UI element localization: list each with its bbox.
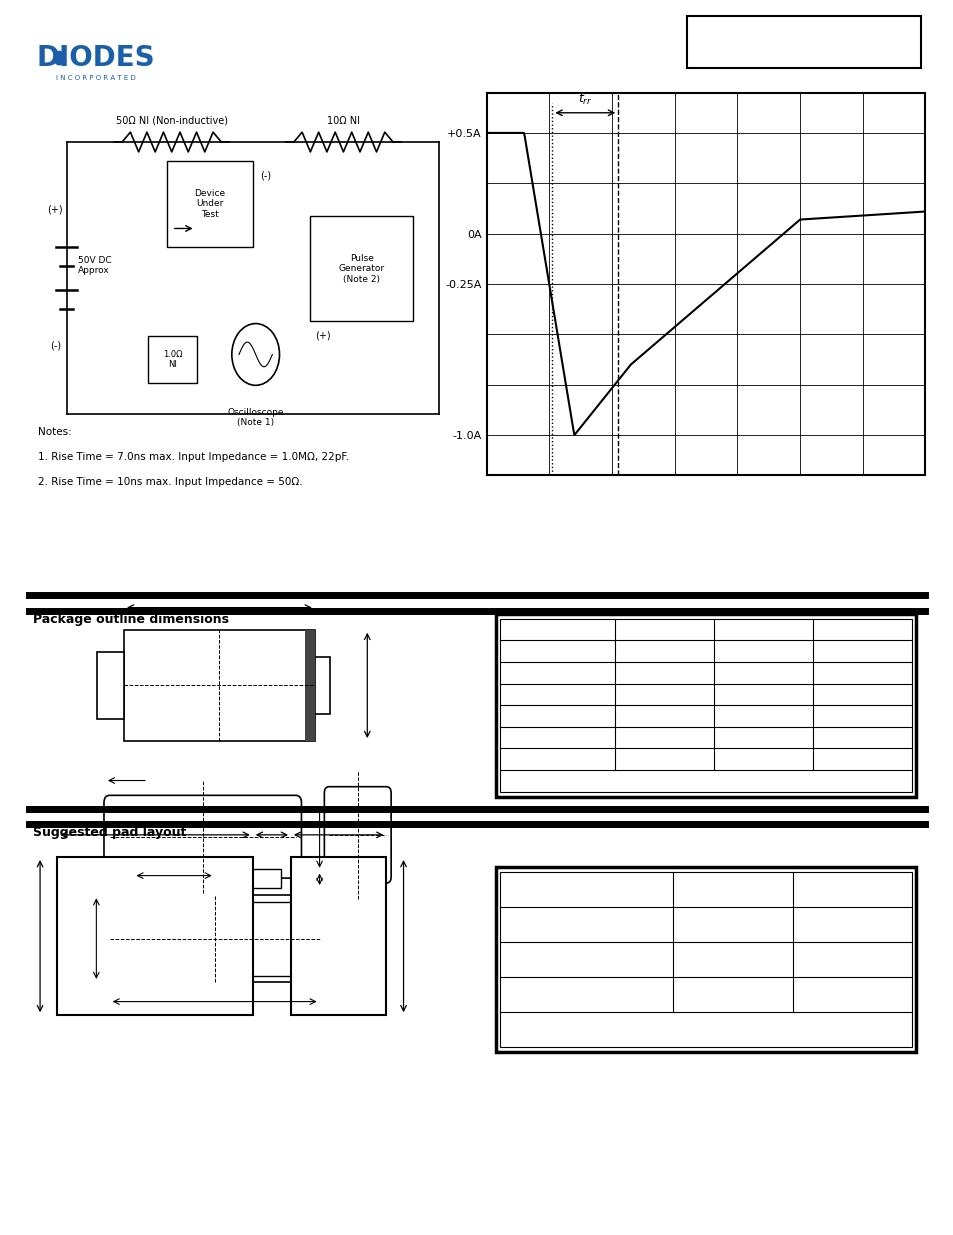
Bar bbox=[314, 657, 330, 714]
Circle shape bbox=[53, 51, 65, 65]
Text: (-): (-) bbox=[260, 170, 272, 180]
Bar bbox=[133, 902, 214, 976]
Bar bbox=[245, 869, 281, 888]
Bar bbox=[110, 895, 319, 982]
Bar bbox=[305, 630, 314, 741]
FancyBboxPatch shape bbox=[324, 787, 391, 883]
Text: (+): (+) bbox=[314, 331, 330, 341]
Bar bbox=[686, 16, 920, 68]
Text: 50Ω NI (Non-inductive): 50Ω NI (Non-inductive) bbox=[115, 116, 228, 126]
Text: 1. Rise Time = 7.0ns max. Input Impedance = 1.0MΩ, 22pF.: 1. Rise Time = 7.0ns max. Input Impedanc… bbox=[38, 452, 349, 462]
Text: Suggested pad layout: Suggested pad layout bbox=[33, 826, 187, 839]
Bar bbox=[496, 867, 915, 1052]
Bar bbox=[233, 902, 293, 976]
Text: Oscilloscope
(Note 1): Oscilloscope (Note 1) bbox=[227, 408, 284, 427]
Text: Pulse
Generator
(Note 2): Pulse Generator (Note 2) bbox=[338, 253, 384, 284]
Bar bbox=[291, 857, 386, 1015]
Bar bbox=[167, 161, 253, 247]
Bar bbox=[124, 630, 314, 741]
Bar bbox=[499, 872, 911, 1047]
Bar bbox=[496, 614, 915, 797]
Text: Notes:: Notes: bbox=[38, 427, 71, 437]
Bar bbox=[338, 876, 376, 893]
FancyBboxPatch shape bbox=[104, 795, 301, 878]
Text: $t_{rr}$: $t_{rr}$ bbox=[578, 91, 592, 106]
Text: 1.0Ω
NI: 1.0Ω NI bbox=[163, 350, 182, 369]
Text: I N C O R P O R A T E D: I N C O R P O R A T E D bbox=[55, 75, 135, 80]
Bar bbox=[499, 619, 911, 792]
Text: (-): (-) bbox=[50, 341, 61, 351]
Bar bbox=[97, 652, 124, 719]
Text: 50V DC
Approx: 50V DC Approx bbox=[78, 256, 112, 275]
Text: Device
Under
Test: Device Under Test bbox=[194, 189, 225, 219]
Bar bbox=[310, 216, 413, 321]
Bar bbox=[124, 869, 160, 888]
Text: (+): (+) bbox=[48, 205, 63, 215]
Text: Package outline dimensions: Package outline dimensions bbox=[33, 614, 229, 626]
Text: 10Ω NI: 10Ω NI bbox=[327, 116, 359, 126]
Bar bbox=[148, 336, 197, 383]
Text: DIODES: DIODES bbox=[36, 44, 154, 72]
Bar bbox=[57, 857, 253, 1015]
Text: 2. Rise Time = 10ns max. Input Impedance = 50Ω.: 2. Rise Time = 10ns max. Input Impedance… bbox=[38, 477, 302, 487]
